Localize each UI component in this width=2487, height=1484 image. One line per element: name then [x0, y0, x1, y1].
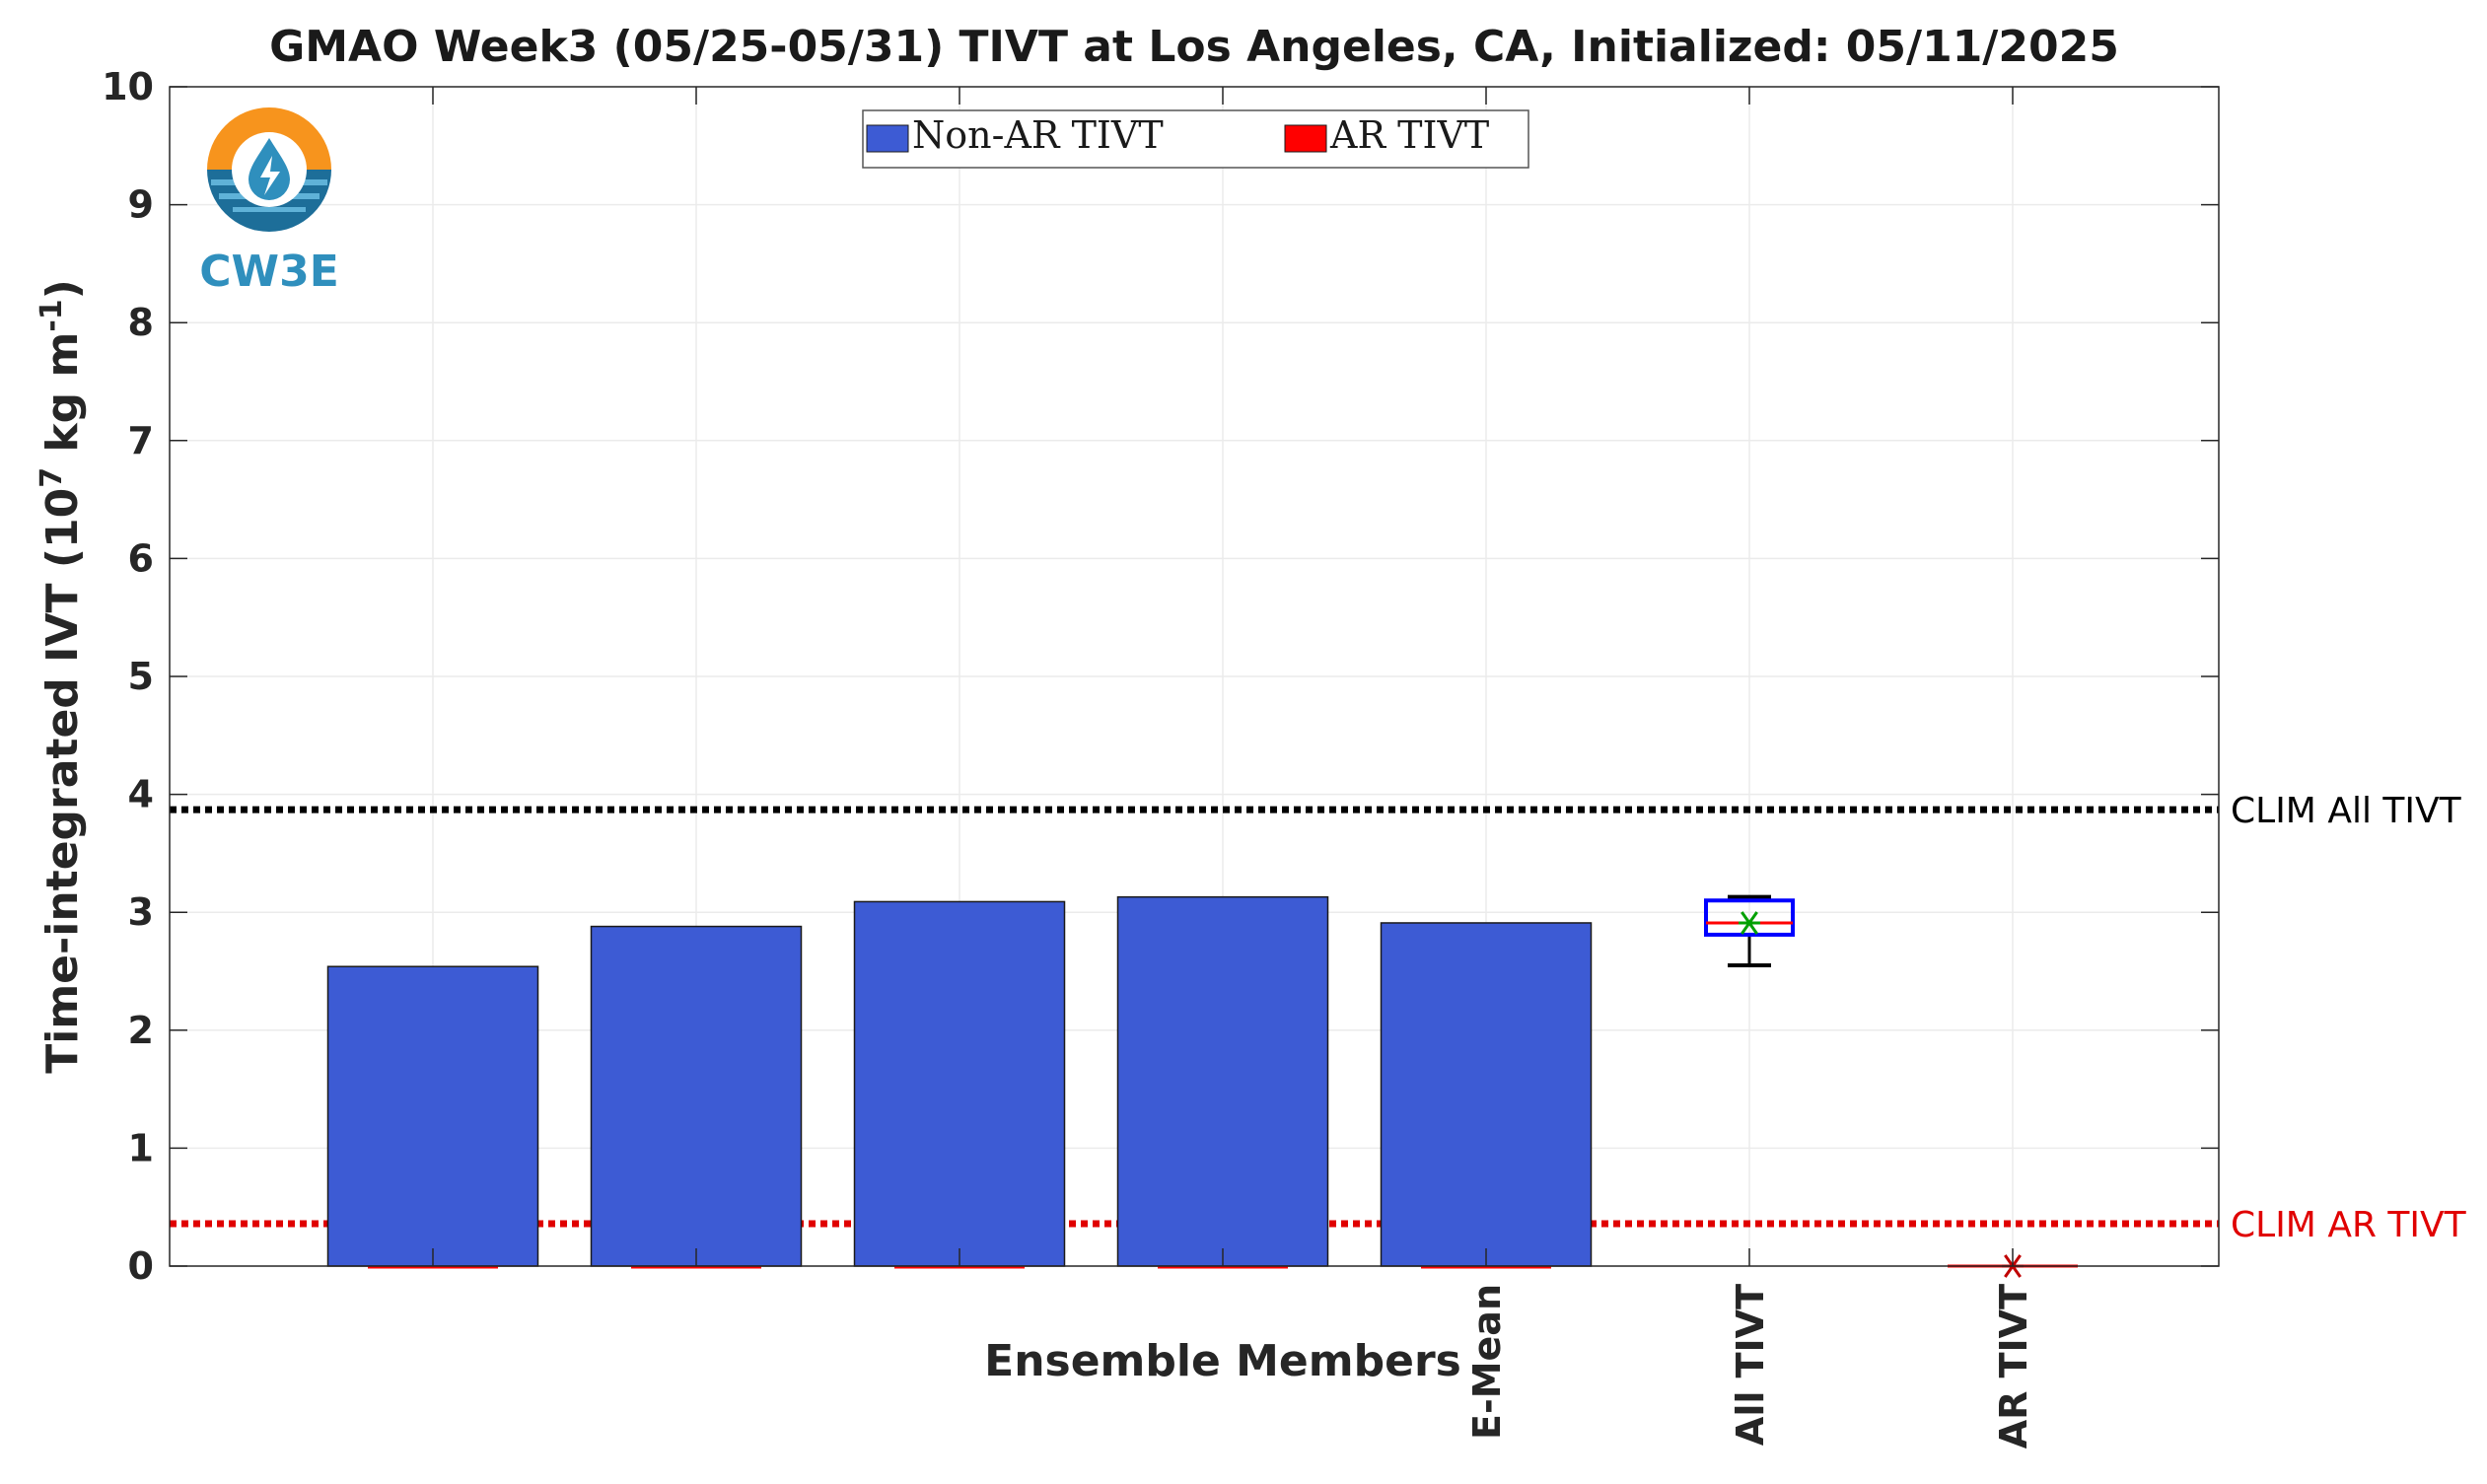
chart-title: GMAO Week3 (05/25-05/31) TIVT at Los Ang…	[269, 22, 2119, 72]
legend-box	[862, 109, 1529, 169]
y-axis-label: Time-integrated IVT (107 kg m-1)	[35, 279, 88, 1074]
bar-non-ar	[1380, 922, 1593, 1267]
y-axis-ticks: 0 1 2 3 4 5 6 7 8 9 10	[102, 65, 2219, 1288]
reference-line-label: CLIM All TIVT	[2231, 791, 2462, 831]
ylabel-main: Time-integrated IVT (10	[37, 488, 88, 1074]
bar-non-ar	[590, 925, 803, 1267]
bar-non-ar	[326, 965, 539, 1267]
boxplots-group	[1704, 894, 2078, 1278]
x-axis-ticks: E-Mean All TIVT AR TIVT	[432, 87, 2035, 1449]
x-tick-label: All TIVT	[1729, 1284, 1772, 1446]
legend-label-non-ar: Non-AR TIVT	[912, 113, 1164, 157]
legend-swatch-non-ar	[866, 124, 909, 153]
y-tick-label: 7	[128, 419, 154, 462]
legend-label-ar: AR TIVT	[1329, 113, 1489, 157]
bar-non-ar	[853, 900, 1066, 1267]
y-tick-label: 3	[128, 890, 154, 934]
ylabel-exp2: -1	[35, 299, 69, 331]
legend-swatch-ar	[1284, 124, 1327, 153]
y-tick-label: 5	[128, 655, 154, 698]
box-mean-marker	[1741, 911, 1758, 935]
logo-text: CW3E	[199, 247, 339, 297]
box-iqr	[1704, 898, 1795, 937]
x-axis-label: Ensemble Members	[984, 1336, 1461, 1386]
y-tick-label: 4	[128, 773, 154, 816]
bar-non-ar	[1116, 895, 1329, 1267]
x-tick-label: E-Mean	[1465, 1284, 1509, 1440]
x-tick-label: AR TIVT	[1992, 1284, 2035, 1449]
legend: Non-AR TIVT AR TIVT	[862, 109, 1529, 169]
y-tick-label: 0	[128, 1244, 154, 1288]
reference-lines: CLIM All TIVT CLIM AR TIVT	[170, 791, 2467, 1245]
ylabel-end: )	[37, 279, 88, 299]
logo-wave-3	[233, 207, 306, 212]
bars-group	[326, 895, 1593, 1269]
y-tick-label: 10	[102, 65, 154, 108]
y-tick-label: 2	[128, 1009, 154, 1052]
y-tick-label: 8	[128, 301, 154, 344]
y-tick-label: 9	[128, 183, 154, 227]
y-tick-label: 6	[128, 536, 154, 580]
ylabel-exp1: 7	[35, 467, 69, 488]
ylabel-mid: kg m	[37, 332, 88, 467]
reference-line-label: CLIM AR TIVT	[2231, 1205, 2467, 1245]
bolt-icon	[260, 156, 280, 195]
cw3e-logo: CW3E	[199, 107, 339, 297]
y-tick-label: 1	[128, 1126, 154, 1169]
